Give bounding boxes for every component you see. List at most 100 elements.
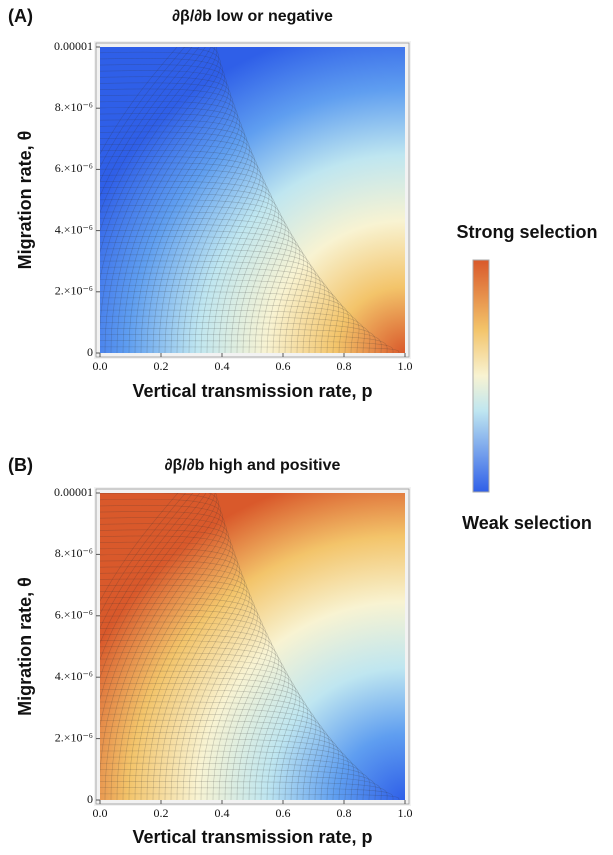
contour-line <box>100 504 225 800</box>
contour-line <box>100 131 253 353</box>
contour-line <box>100 787 394 800</box>
contour-line <box>100 47 220 333</box>
contour-line <box>100 254 321 353</box>
contour-line <box>100 328 382 353</box>
x-tick-label: 1.0 <box>398 806 413 820</box>
contour-line <box>100 291 349 353</box>
contour-line <box>100 57 225 353</box>
contour-line <box>100 493 186 615</box>
contour-line <box>100 315 371 353</box>
x-tick-label: 0.6 <box>276 806 291 820</box>
contour-line <box>100 47 200 197</box>
contour-line <box>100 260 325 353</box>
contour-line <box>100 541 238 800</box>
contour-line <box>100 670 301 800</box>
colorbar <box>472 259 490 493</box>
contour-line <box>100 47 178 155</box>
contour-line <box>100 713 330 800</box>
contour-line <box>100 137 255 353</box>
contour-line <box>100 719 335 800</box>
contour-line <box>100 676 304 800</box>
x-tick-label: 0.0 <box>93 806 108 820</box>
contour-line <box>100 94 238 353</box>
contour-line <box>100 493 216 701</box>
y-tick-label: 2.×10⁻⁶ <box>55 730 93 744</box>
contour-line <box>100 70 229 353</box>
contour-line <box>100 621 273 800</box>
y-tick-label: 8.×10⁻⁶ <box>55 100 93 114</box>
y-tick-label: 0.00001 <box>54 485 93 499</box>
contour-line <box>100 498 223 800</box>
y-tick-label: 8.×10⁻⁶ <box>55 546 93 560</box>
chart-title: ∂β/∂b high and positive <box>165 457 341 474</box>
contour-line <box>100 683 308 800</box>
contour-line <box>100 597 261 800</box>
contour-line <box>100 726 339 800</box>
x-axis-label: Vertical transmission rate, p <box>132 381 372 401</box>
contour-line <box>100 180 276 353</box>
contour-line <box>100 750 360 800</box>
contour-field <box>100 493 405 800</box>
y-axis-label: Migration rate, θ <box>15 577 35 716</box>
contour-line <box>100 346 400 353</box>
contour-line <box>100 493 218 728</box>
contour-line <box>100 627 276 800</box>
contour-line <box>100 493 207 661</box>
contour-line <box>100 47 215 254</box>
contour-line <box>100 119 248 353</box>
contour-line <box>100 566 248 800</box>
contour-line <box>100 554 243 800</box>
contour-line <box>100 322 376 353</box>
contour-line <box>100 107 243 353</box>
y-tick-label: 6.×10⁻⁶ <box>55 608 93 622</box>
contour-line <box>100 756 365 800</box>
contour-line <box>100 609 267 800</box>
contour-line <box>100 309 365 353</box>
contour-line <box>100 223 301 353</box>
contour-lines <box>100 47 400 353</box>
contour-line <box>100 615 270 800</box>
contour-line <box>100 689 313 800</box>
contour-line <box>100 633 279 800</box>
contour-line <box>100 775 382 800</box>
y-tick-label: 6.×10⁻⁶ <box>55 161 93 175</box>
contour-line <box>100 560 245 800</box>
contour-line <box>100 781 388 800</box>
x-tick-label: 0.8 <box>337 806 352 820</box>
contour-line <box>100 493 194 629</box>
contour-lines <box>100 493 400 800</box>
x-tick-label: 0.2 <box>154 806 169 820</box>
contour-line <box>100 732 344 800</box>
y-tick-label: 0.00001 <box>54 39 93 53</box>
contour-line <box>100 199 286 353</box>
chart-title: ∂β/∂b low or negative <box>172 8 333 25</box>
contour-line <box>100 590 258 800</box>
y-tick-label: 0 <box>87 345 93 359</box>
contour-line <box>100 143 258 353</box>
y-tick-label: 2.×10⁻⁶ <box>55 284 93 298</box>
contour-line <box>100 76 231 353</box>
contour-line <box>100 47 186 168</box>
contour-line <box>100 186 279 353</box>
x-axis-label: Vertical transmission rate, p <box>132 827 372 847</box>
contour-line <box>100 303 360 353</box>
contour-line <box>100 64 227 353</box>
contour-line <box>100 205 290 353</box>
contour-line <box>100 517 229 800</box>
plot-frame <box>95 488 410 805</box>
contour-line <box>100 493 200 644</box>
contour-line <box>100 664 297 800</box>
contour-line <box>100 535 236 800</box>
contour-line <box>100 82 234 353</box>
x-tick-label: 0.4 <box>215 806 230 820</box>
plot-frame <box>95 42 410 358</box>
contour-field <box>100 47 405 353</box>
contour-line <box>100 578 253 800</box>
contour-line <box>100 248 317 353</box>
contour-line <box>100 695 317 800</box>
contour-line <box>100 156 264 353</box>
y-tick-label: 4.×10⁻⁶ <box>55 222 93 236</box>
x-tick-label: 0.2 <box>154 359 169 373</box>
contour-line <box>100 174 273 353</box>
contour-line <box>100 272 335 353</box>
